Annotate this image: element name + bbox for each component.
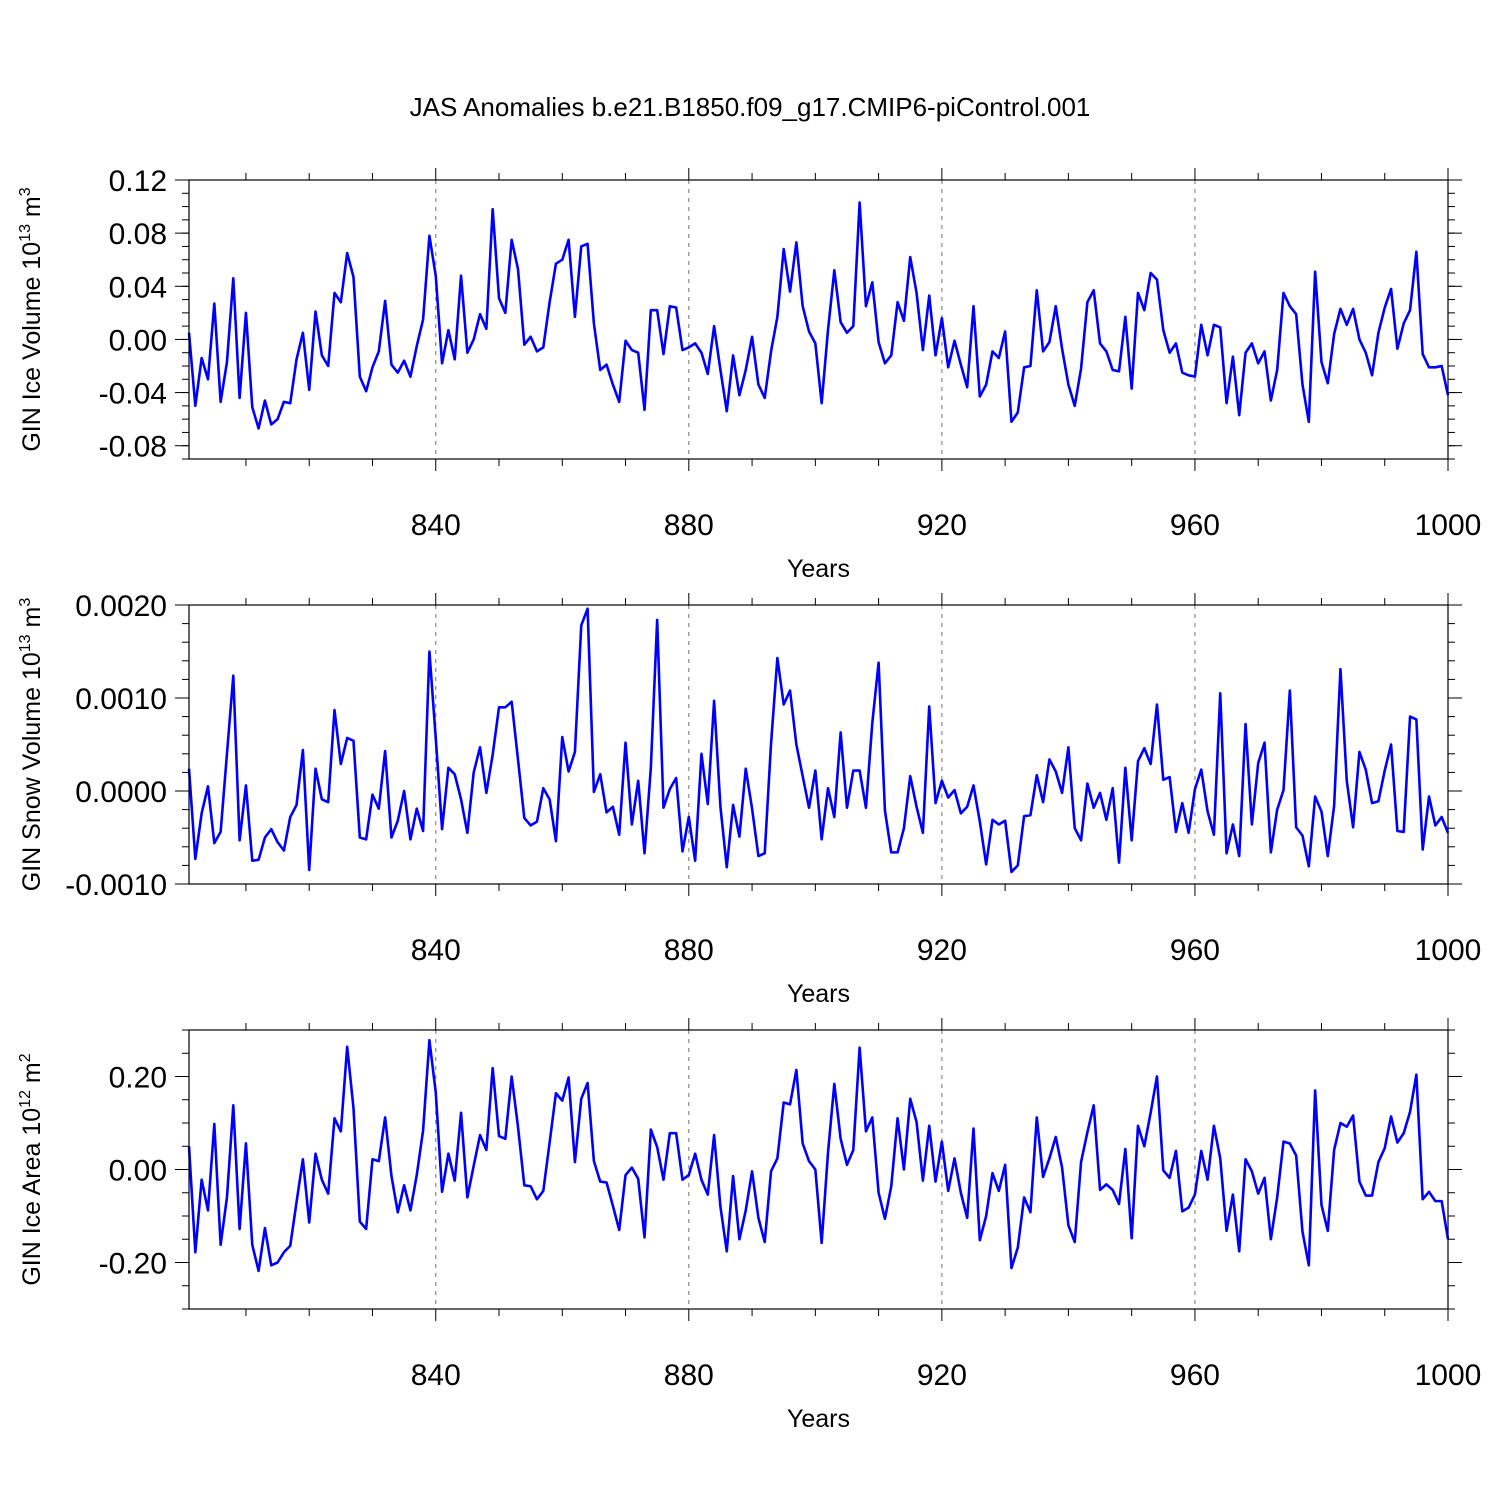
y-axis-title-ylabel-unit: m: [18, 196, 46, 224]
y-tick-label: 0.08: [109, 218, 167, 251]
y-axis-title-ylabel-unit-sup: 2: [17, 1053, 34, 1062]
series-line-2: [187, 607, 1450, 874]
x-tick-label: 960: [1170, 1359, 1220, 1392]
panel-1: 840 880 920 960 1000 0.12 0.08 0.04 0.00 -0.04 -0.…: [17, 165, 1481, 583]
y-tick-label: 0.12: [109, 165, 167, 198]
y-tick-label: -0.08: [99, 431, 167, 464]
panel-3: 840 880 920 960 1000 0.20 0.00 -0.20 Years GIN Ic…: [17, 1018, 1481, 1433]
y-tick-label: 0.0020: [75, 590, 167, 623]
y-tick-label: 0.0010: [75, 683, 167, 716]
y-axis-title-ylabel-unit-sup: 3: [17, 598, 34, 607]
y-axis-title-ylabel-sup: 12: [17, 1090, 34, 1108]
plot-frame-3: [188, 1029, 1449, 1310]
y-axis-title-ylabel-unit: m: [18, 607, 46, 635]
x-tick-label: 880: [664, 509, 714, 542]
y-axis-title-ylabel-main: GIN Ice Area 10: [18, 1108, 46, 1286]
y-axis-title-ylabel-sup: 13: [17, 634, 34, 652]
y-axis-title-ylabel-main: GIN Snow Volume 10: [18, 652, 46, 891]
x-tick-label: 920: [917, 509, 967, 542]
y-axis-title: GIN Ice Volume 1013 m3: [17, 187, 46, 451]
x-tick-label: 840: [411, 509, 461, 542]
x-tick-label: 840: [411, 1359, 461, 1392]
y-tick-label: -0.0010: [65, 869, 167, 902]
y-tick-label: -0.04: [99, 378, 167, 411]
x-tick-label: 960: [1170, 509, 1220, 542]
y-tick-label: 0.0000: [75, 776, 167, 809]
x-tick-label: 1000: [1415, 1359, 1482, 1392]
x-tick-label: 920: [917, 934, 967, 967]
x-tick-label: 1000: [1415, 509, 1482, 542]
y-tick-label: 0.20: [109, 1062, 167, 1095]
x-tick-label: 840: [411, 934, 461, 967]
series-line-1: [187, 201, 1450, 430]
x-tick-label: 880: [664, 1359, 714, 1392]
x-axis-title: Years: [787, 1405, 850, 1433]
y-axis-title: GIN Ice Area 1012 m2: [17, 1053, 46, 1285]
y-tick-label: 0.00: [109, 1155, 167, 1188]
y-tick-label: 0.04: [109, 271, 167, 304]
panel-2: 840 880 920 960 1000 0.0020 0.0010 0.0000 -0.001…: [17, 590, 1481, 1008]
plot-frame-2: [188, 604, 1449, 885]
x-tick-label: 1000: [1415, 934, 1482, 967]
x-axis-title: Years: [787, 980, 850, 1008]
y-axis-title-ylabel-unit: m: [18, 1062, 46, 1090]
y-tick-label: -0.20: [99, 1248, 167, 1281]
x-tick-label: 920: [917, 1359, 967, 1392]
x-tick-label: 880: [664, 934, 714, 967]
x-tick-label: 960: [1170, 934, 1220, 967]
figure-title: JAS Anomalies b.e21.B1850.f09_g17.CMIP6-…: [410, 92, 1091, 122]
y-tick-label: 0.00: [109, 324, 167, 357]
series-line-3: [187, 1038, 1450, 1273]
y-axis-title-ylabel-main: GIN Ice Volume 10: [18, 242, 46, 452]
y-axis-title-ylabel-unit-sup: 3: [17, 187, 34, 196]
y-axis-title-ylabel-sup: 13: [17, 224, 34, 242]
y-axis-title: GIN Snow Volume 1013 m3: [17, 598, 46, 892]
plot-frame-1: [188, 179, 1449, 460]
x-axis-title: Years: [787, 555, 850, 583]
